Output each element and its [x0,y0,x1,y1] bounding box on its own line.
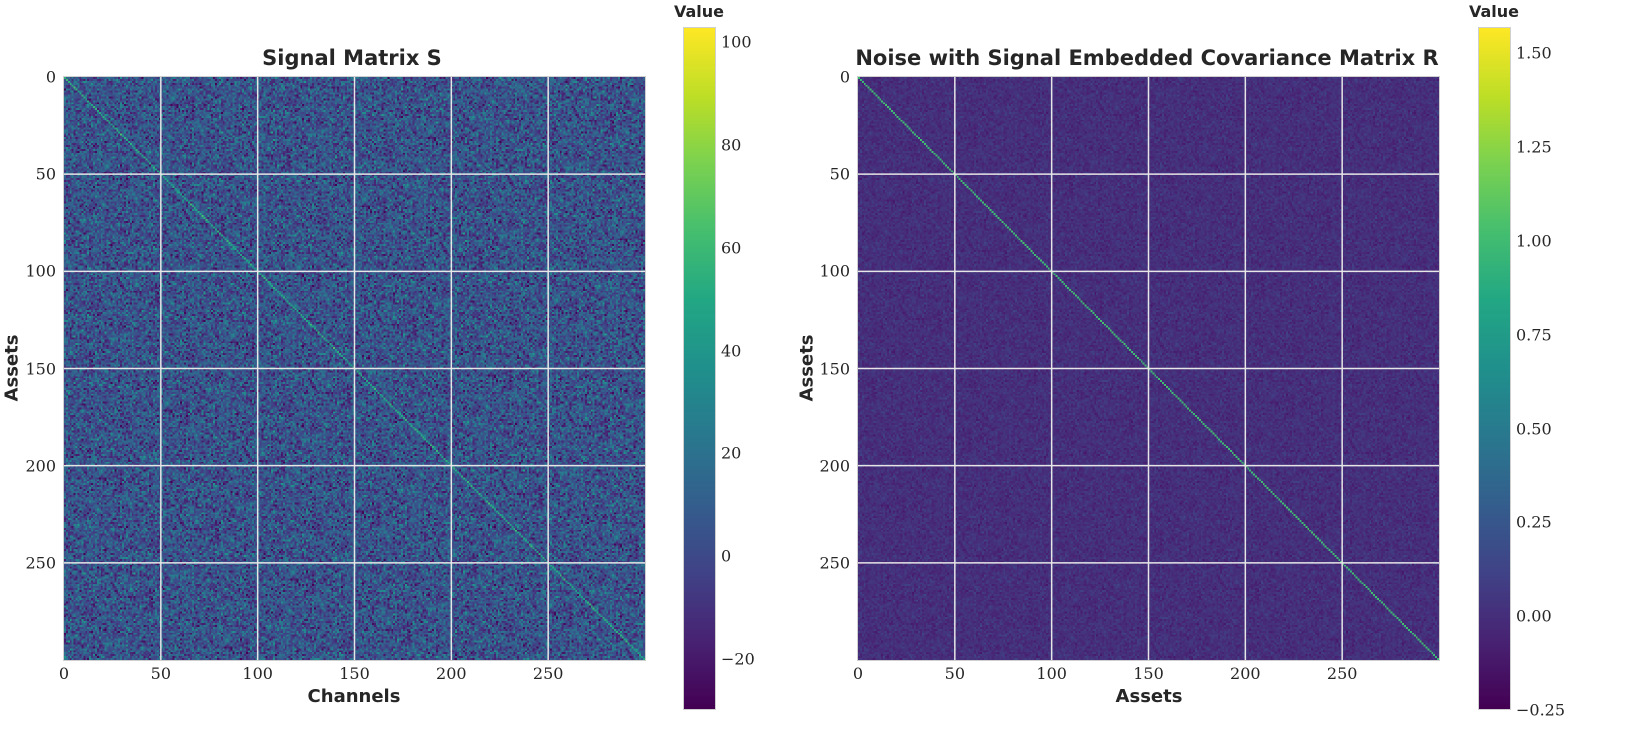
x-tick-label: 100 [1036,664,1067,683]
colorbar-tick-label: 1.00 [1516,231,1552,251]
colorbar-tick-label: 100 [721,32,752,52]
colorbar [683,27,716,710]
x-tick-label: 150 [1133,664,1164,683]
colorbar-tick-label: −0.25 [1516,700,1566,720]
y-tick-label: 150 [25,359,56,378]
signal-matrix-panel: Signal Matrix S 0 50 100 150 200 250 0 50 100 15… [1,2,755,710]
y-tick-label: 150 [819,359,850,378]
x-tick-label: 200 [1230,664,1261,683]
plot-area-frame [63,76,646,661]
colorbar-tick-label: 1.25 [1516,137,1552,157]
colorbar-tick-label: 0.50 [1516,419,1552,439]
x-tick-label: 250 [1326,664,1358,683]
x-axis-label: Channels [307,686,401,707]
colorbar-tick-label: 0 [721,546,732,566]
colorbar-title: Value [673,2,725,21]
y-tick-label: 50 [35,164,56,184]
colorbar-tick-label: 80 [721,135,742,155]
plot-area-frame [857,76,1440,661]
colorbar [1478,27,1511,710]
y-tick-label: 0 [45,67,56,87]
colorbar-tick-label: 40 [721,341,742,361]
x-tick-label: 50 [150,664,172,683]
colorbar-tick-label: 0.75 [1516,325,1552,345]
colorbar-tick-label: 60 [721,238,742,258]
y-axis-label: Assets [1,334,23,402]
colorbar-tick-label: 0.00 [1516,606,1552,626]
x-tick-label: 150 [339,664,370,683]
colorbar-title: Value [1468,2,1520,21]
y-tick-label: 250 [819,553,850,573]
chart-title: Noise with Signal Embedded Covariance Ma… [855,46,1439,70]
x-tick-label: 0 [852,664,864,683]
y-tick-label: 0 [839,67,850,87]
y-tick-label: 100 [25,261,56,281]
chart-title: Signal Matrix S [262,46,442,70]
colorbar-tick-label: 0.25 [1516,512,1552,532]
colorbar-tick-label: −20 [721,649,755,669]
y-axis-label: Assets [796,334,818,402]
y-tick-label: 250 [25,553,56,573]
x-tick-label: 250 [532,664,564,683]
x-tick-label: 200 [436,664,467,683]
y-tick-label: 100 [819,261,850,281]
covariance-matrix-panel: Noise with Signal Embedded Covariance Ma… [797,0,1634,752]
x-axis-label: Assets [1115,686,1183,707]
x-tick-label: 100 [242,664,273,683]
y-tick-label: 200 [25,456,56,476]
colorbar-tick-label: 20 [721,443,742,463]
colorbar-tick-label: 1.50 [1516,43,1552,63]
y-tick-label: 200 [819,456,850,476]
y-tick-label: 50 [829,164,850,184]
x-tick-label: 0 [58,664,70,683]
x-tick-label: 50 [944,664,966,683]
